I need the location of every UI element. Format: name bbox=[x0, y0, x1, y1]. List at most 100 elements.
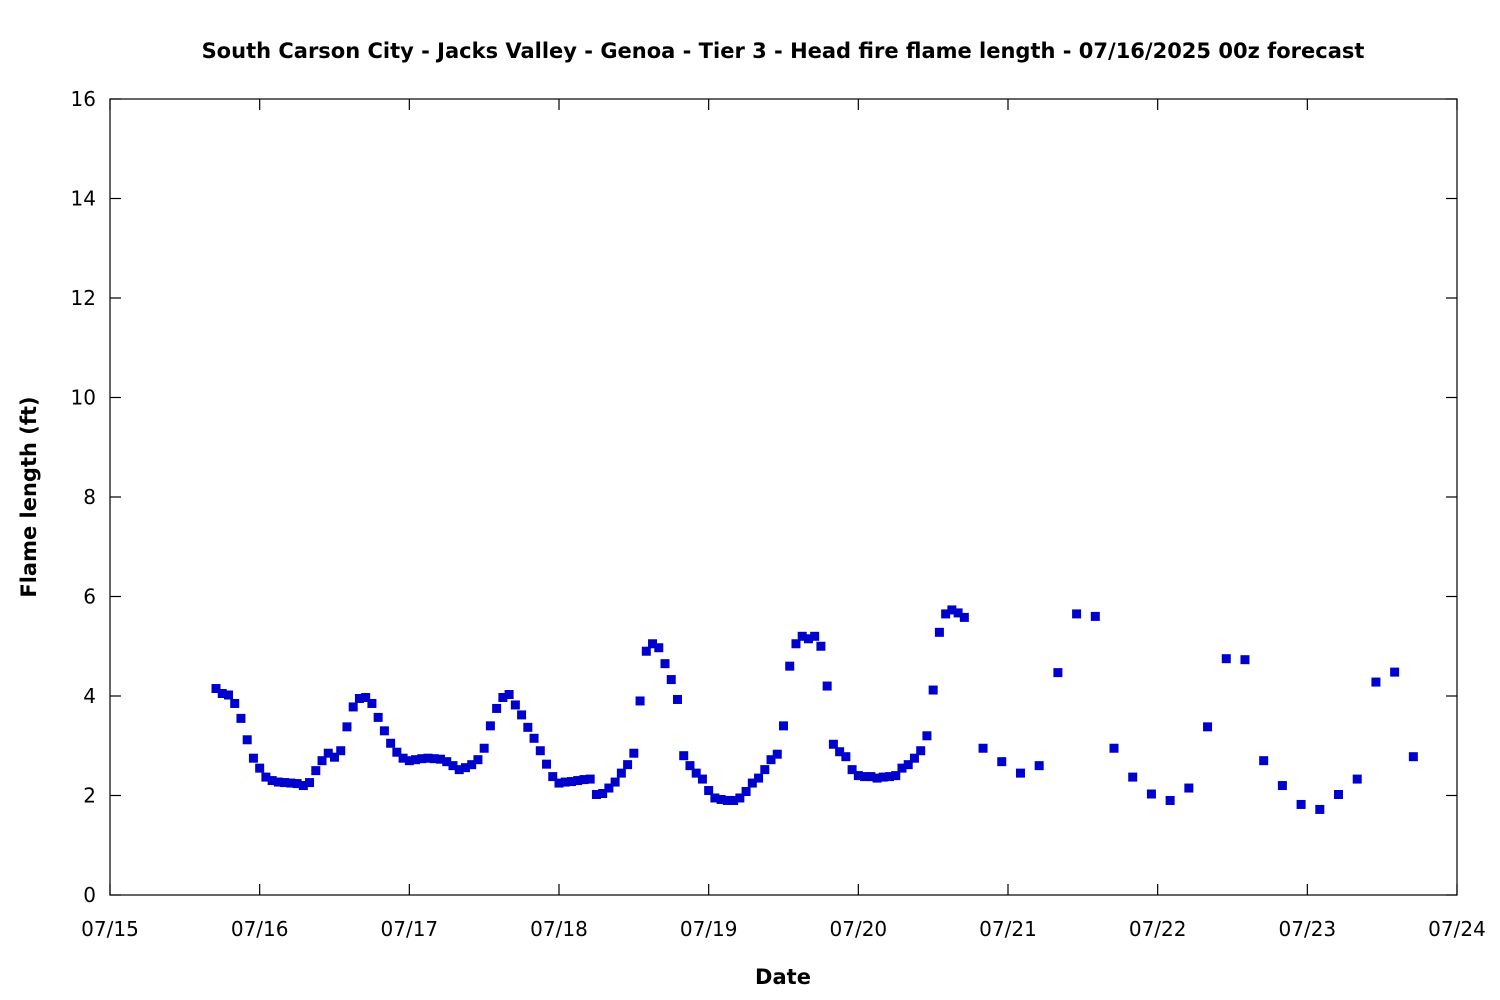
data-point bbox=[1128, 772, 1138, 782]
data-point bbox=[467, 760, 477, 770]
data-point bbox=[598, 789, 608, 799]
data-point bbox=[354, 693, 364, 703]
x-tick-label: 07/18 bbox=[530, 917, 588, 941]
data-point bbox=[803, 634, 813, 644]
data-point bbox=[523, 722, 533, 732]
data-point bbox=[648, 639, 658, 649]
data-point bbox=[1334, 790, 1344, 800]
y-axis: 0 2 4 6 8 10 12 14 16 bbox=[71, 87, 1457, 907]
data-point bbox=[1371, 677, 1381, 687]
data-point bbox=[997, 757, 1007, 767]
data-point bbox=[1315, 804, 1325, 814]
data-point bbox=[779, 721, 788, 731]
data-point bbox=[1109, 743, 1119, 753]
data-point bbox=[903, 760, 913, 770]
y-tick-label: 6 bbox=[83, 585, 96, 609]
data-point bbox=[311, 766, 321, 776]
x-tick-label: 07/24 bbox=[1428, 917, 1486, 941]
data-point bbox=[604, 783, 614, 793]
y-tick-label: 2 bbox=[83, 784, 96, 808]
y-tick-label: 8 bbox=[83, 485, 96, 509]
data-point bbox=[361, 692, 371, 702]
data-point bbox=[248, 753, 258, 763]
data-point bbox=[230, 698, 240, 708]
data-point bbox=[566, 777, 576, 787]
data-point bbox=[498, 692, 508, 702]
data-point bbox=[685, 761, 695, 771]
data-point bbox=[292, 779, 302, 789]
data-point bbox=[772, 749, 782, 759]
data-point bbox=[529, 733, 539, 743]
data-point bbox=[853, 771, 863, 781]
data-point bbox=[934, 627, 944, 637]
data-point bbox=[560, 777, 570, 787]
data-point bbox=[978, 743, 988, 753]
data-point bbox=[423, 753, 433, 763]
data-point bbox=[1221, 654, 1231, 664]
data-point bbox=[716, 794, 726, 804]
data-point bbox=[1146, 789, 1156, 799]
y-tick-label: 0 bbox=[83, 883, 96, 907]
data-point bbox=[1240, 655, 1250, 665]
data-point bbox=[585, 774, 595, 784]
data-point bbox=[623, 760, 633, 770]
data-point bbox=[554, 778, 564, 788]
data-point bbox=[816, 641, 826, 651]
data-point bbox=[635, 696, 645, 706]
data-point bbox=[273, 777, 283, 787]
x-tick-label: 07/16 bbox=[231, 917, 289, 941]
data-point bbox=[1090, 611, 1100, 621]
data-point bbox=[660, 659, 670, 669]
data-point bbox=[885, 772, 895, 782]
data-point bbox=[735, 793, 745, 803]
data-point bbox=[404, 756, 414, 766]
data-point bbox=[897, 763, 907, 773]
data-point bbox=[436, 754, 446, 764]
data-point bbox=[392, 747, 402, 757]
data-point bbox=[286, 778, 296, 788]
x-tick-label: 07/17 bbox=[381, 917, 439, 941]
data-point bbox=[1072, 609, 1082, 619]
plot-area-frame bbox=[109, 98, 1458, 896]
data-point bbox=[641, 646, 651, 656]
data-point bbox=[941, 609, 951, 619]
data-point bbox=[691, 768, 701, 778]
data-point bbox=[959, 612, 969, 622]
data-point bbox=[666, 675, 676, 685]
data-point bbox=[747, 778, 757, 788]
data-point bbox=[1015, 768, 1025, 778]
data-point bbox=[342, 722, 352, 732]
data-point bbox=[860, 772, 870, 782]
data-points bbox=[211, 605, 1418, 814]
data-point bbox=[1165, 795, 1175, 805]
data-point bbox=[616, 768, 626, 778]
data-point bbox=[1408, 752, 1418, 762]
data-point bbox=[947, 605, 957, 615]
data-point bbox=[492, 703, 502, 713]
y-tick-label: 4 bbox=[83, 684, 96, 708]
data-point bbox=[267, 776, 277, 786]
data-point bbox=[878, 772, 888, 782]
data-point bbox=[1390, 667, 1400, 677]
data-point bbox=[535, 746, 545, 756]
data-point bbox=[398, 753, 408, 763]
data-point bbox=[916, 746, 926, 756]
data-point bbox=[280, 778, 290, 788]
data-point bbox=[367, 698, 377, 708]
data-point bbox=[448, 761, 458, 771]
data-point bbox=[591, 790, 601, 800]
data-point bbox=[223, 690, 233, 700]
data-point bbox=[454, 765, 464, 775]
x-tick-label: 07/21 bbox=[979, 917, 1037, 941]
data-point bbox=[1184, 783, 1194, 793]
data-point bbox=[236, 713, 246, 723]
data-point bbox=[953, 608, 963, 618]
data-point bbox=[379, 726, 389, 736]
data-point bbox=[891, 771, 901, 781]
x-tick-label: 07/19 bbox=[680, 917, 738, 941]
data-point bbox=[828, 739, 838, 749]
x-tick-label: 07/23 bbox=[1279, 917, 1337, 941]
data-point bbox=[729, 795, 739, 805]
data-point bbox=[373, 712, 383, 722]
